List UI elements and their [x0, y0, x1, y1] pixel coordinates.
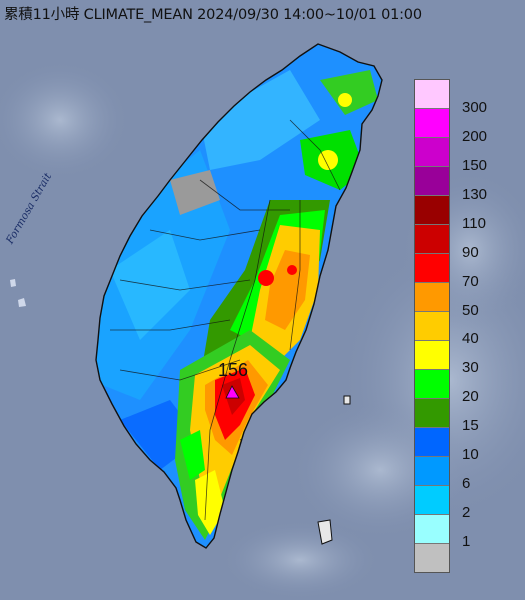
- legend-swatch: [415, 225, 449, 254]
- legend-label: 70: [462, 272, 479, 290]
- legend-label: 50: [462, 301, 479, 319]
- legend-label: 1: [462, 533, 471, 551]
- legend-swatch: [415, 457, 449, 486]
- legend-label: 90: [462, 243, 479, 261]
- legend-label: 15: [462, 417, 479, 435]
- legend-label: 110: [462, 214, 486, 232]
- legend-label: 20: [462, 388, 479, 406]
- legend-label: 2: [462, 504, 471, 522]
- legend-swatch: [415, 80, 449, 109]
- legend-swatch: [415, 109, 449, 138]
- legend-labels: 300 200 150 130 110 90 70 50 40 30 20 15 10 6 2 1: [462, 79, 522, 573]
- island: [18, 298, 26, 307]
- max-marker-icon: [225, 385, 240, 399]
- legend-swatch: [415, 428, 449, 457]
- legend-label: 130: [462, 185, 488, 203]
- cloud-texture: [220, 520, 380, 600]
- legend-label: 300: [462, 98, 488, 116]
- legend-swatch: [415, 196, 449, 225]
- max-value-label: 156: [218, 360, 249, 380]
- legend-swatch: [415, 283, 449, 312]
- color-legend: [414, 79, 450, 573]
- legend-swatch: [415, 515, 449, 544]
- legend-swatch: [415, 486, 449, 515]
- legend-swatch: [415, 138, 449, 167]
- legend-swatch: [415, 370, 449, 399]
- legend-swatch: [415, 399, 449, 428]
- legend-label: 200: [462, 127, 488, 145]
- legend-label: 150: [462, 156, 488, 174]
- island: [10, 279, 16, 287]
- legend-swatch: [415, 254, 449, 283]
- cloud-texture: [0, 60, 130, 180]
- legend-label: 10: [462, 446, 479, 464]
- island: [317, 519, 333, 545]
- legend-label: 30: [462, 359, 479, 377]
- legend-label: 40: [462, 330, 479, 348]
- legend-swatch: [415, 312, 449, 341]
- taiwan-coastline: [95, 43, 383, 549]
- legend-label: 6: [462, 475, 471, 493]
- legend-swatch: [415, 167, 449, 196]
- legend-swatch: [415, 544, 449, 572]
- legend-swatch: [415, 341, 449, 370]
- island: [343, 395, 351, 405]
- map-title: 累積11小時 CLIMATE_MEAN 2024/09/30 14:00~10/…: [4, 7, 422, 23]
